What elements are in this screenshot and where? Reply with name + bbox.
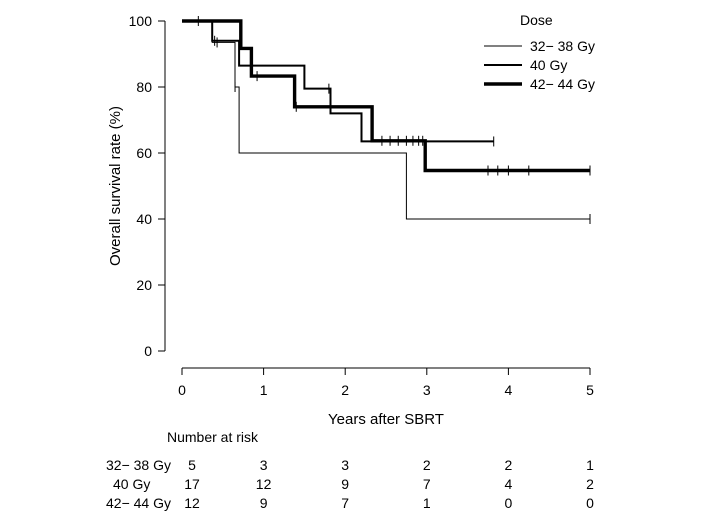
risk-row-label: 32− 38 Gy <box>106 457 171 473</box>
risk-rows: 32− 38 Gy 5 3 3 2 2 140 Gy 17 12 9 7 4 242− 44 Gy 12 9… <box>106 457 594 511</box>
risk-table: Number at risk 32− 38 Gy 5 3 3 2 2 140 Gy 17 12 9… <box>106 429 594 511</box>
risk-row-label: 42− 44 Gy <box>106 495 171 511</box>
risk-count: 2 <box>423 457 431 473</box>
x-ticks: 0 1 2 3 4 5 <box>178 368 594 398</box>
risk-count: 17 <box>184 476 200 492</box>
risk-count: 0 <box>505 495 513 511</box>
risk-count: 12 <box>184 495 200 511</box>
axes: 0 20 40 60 80 100 0 1 2 3 4 5 Years after SBRT Ove… <box>107 13 594 428</box>
legend-label-32-38: 32− 38 Gy <box>530 38 595 54</box>
risk-count: 3 <box>341 457 349 473</box>
y-tick-label: 40 <box>136 211 152 227</box>
y-tick-label: 20 <box>136 277 152 293</box>
risk-row: 40 Gy 17 12 9 7 4 2 <box>113 476 594 492</box>
risk-count: 9 <box>260 495 268 511</box>
series-line-32-38 <box>182 20 590 220</box>
series-40 <box>182 20 495 147</box>
series-42-44 <box>182 16 591 176</box>
x-tick-label: 0 <box>178 382 186 398</box>
risk-row: 32− 38 Gy 5 3 3 2 2 1 <box>106 457 594 473</box>
risk-count: 1 <box>586 457 594 473</box>
legend-entries: 32− 38 Gy 40 Gy 42− 44 Gy <box>484 38 595 92</box>
risk-count: 0 <box>586 495 594 511</box>
risk-count: 5 <box>188 457 196 473</box>
series-line-40 <box>182 20 494 143</box>
risk-count: 2 <box>505 457 513 473</box>
risk-count: 7 <box>341 495 349 511</box>
series-layer <box>182 16 591 224</box>
y-axis-title: Overall survival rate (%) <box>107 106 124 266</box>
legend-label-42-44: 42− 44 Gy <box>530 76 595 92</box>
risk-count: 9 <box>341 476 349 492</box>
risk-row-label: 40 Gy <box>113 476 150 492</box>
legend: Dose 32− 38 Gy 40 Gy 42− 44 Gy <box>484 12 595 92</box>
x-tick-label: 2 <box>341 382 349 398</box>
x-tick-label: 4 <box>505 382 513 398</box>
y-ticks: 0 20 40 60 80 100 <box>129 13 165 359</box>
risk-table-title: Number at risk <box>167 429 259 445</box>
y-tick-label: 100 <box>129 13 153 29</box>
risk-row: 42− 44 Gy 12 9 7 1 0 0 <box>106 495 594 511</box>
legend-label-40: 40 Gy <box>530 57 567 73</box>
series-32-38 <box>182 20 591 224</box>
risk-count: 7 <box>423 476 431 492</box>
risk-count: 4 <box>505 476 513 492</box>
series-line-42-44 <box>182 19 590 173</box>
legend-title: Dose <box>520 12 553 28</box>
y-tick-label: 0 <box>144 343 152 359</box>
x-tick-label: 3 <box>423 382 431 398</box>
y-tick-label: 60 <box>136 145 152 161</box>
x-tick-label: 5 <box>586 382 594 398</box>
risk-count: 12 <box>256 476 272 492</box>
x-axis-title: Years after SBRT <box>328 411 444 428</box>
y-tick-label: 80 <box>136 79 152 95</box>
risk-count: 2 <box>586 476 594 492</box>
risk-count: 3 <box>260 457 268 473</box>
risk-count: 1 <box>423 495 431 511</box>
x-tick-label: 1 <box>260 382 268 398</box>
